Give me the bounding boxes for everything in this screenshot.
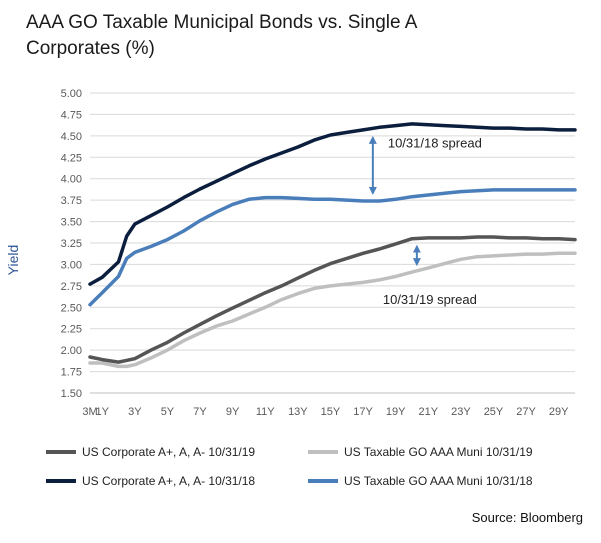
- y-tick-label: 3.00: [61, 259, 82, 271]
- spread-label-1: 10/31/19 spread: [383, 292, 477, 307]
- y-tick-label: 5.00: [61, 88, 82, 100]
- y-axis-label: Yield: [5, 245, 21, 276]
- x-tick-label: 13Y: [288, 406, 308, 418]
- y-tick-label: 4.75: [61, 109, 82, 121]
- y-tick-label: 3.75: [61, 195, 82, 207]
- x-tick-label: 21Y: [418, 406, 438, 418]
- x-tick-label: 25Y: [484, 406, 504, 418]
- y-tick-label: 1.75: [61, 367, 82, 379]
- x-tick-label: 3Y: [128, 406, 142, 418]
- y-tick-label: 3.50: [61, 217, 82, 229]
- y-tick-label: 1.50: [61, 388, 82, 400]
- x-tick-label: 29Y: [549, 406, 569, 418]
- x-tick-label: 9Y: [226, 406, 240, 418]
- x-tick-label: 15Y: [321, 406, 341, 418]
- y-tick-label: 2.75: [61, 281, 82, 293]
- source-note: Source: Bloomberg: [471, 510, 583, 525]
- y-tick-label: 2.25: [61, 324, 82, 336]
- x-tick-label: 1Y: [95, 406, 109, 418]
- y-tick-label: 4.00: [61, 174, 82, 186]
- x-tick-label: 17Y: [353, 406, 373, 418]
- y-tick-label: 3.25: [61, 238, 82, 250]
- x-tick-label: 3M: [82, 406, 97, 418]
- x-tick-label: 7Y: [193, 406, 207, 418]
- y-tick-label: 4.25: [61, 152, 82, 164]
- x-tick-label: 11Y: [256, 406, 275, 418]
- y-tick-label: 2.50: [61, 302, 82, 314]
- x-tick-label: 19Y: [386, 406, 406, 418]
- y-tick-label: 4.50: [61, 131, 82, 143]
- y-tick-label: 2.00: [61, 345, 82, 357]
- series-line-3: [88, 188, 577, 307]
- x-tick-label: 23Y: [451, 406, 471, 418]
- series-line-1: [88, 251, 577, 369]
- chart-title: AAA GO Taxable Municipal Bonds vs. Singl…: [26, 12, 417, 59]
- series-line-2: [88, 122, 577, 286]
- series-line-0: [88, 235, 577, 364]
- spread-label-0: 10/31/18 spread: [388, 135, 482, 150]
- x-tick-label: 5Y: [161, 406, 175, 418]
- x-tick-label: 27Y: [516, 406, 536, 418]
